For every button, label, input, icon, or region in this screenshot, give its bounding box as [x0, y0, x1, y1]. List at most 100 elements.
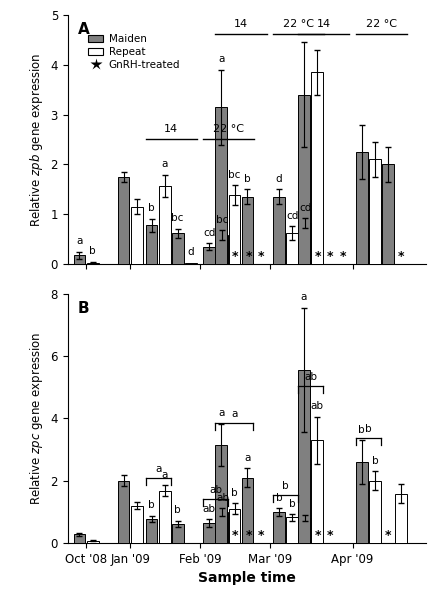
Bar — [369, 481, 381, 543]
Text: ab: ab — [203, 503, 216, 514]
X-axis label: Sample time: Sample time — [198, 571, 296, 585]
Bar — [298, 95, 310, 264]
Bar — [312, 72, 323, 264]
Text: d: d — [187, 247, 194, 257]
Bar — [273, 512, 285, 543]
Text: a: a — [162, 160, 168, 169]
Text: *: * — [315, 529, 322, 542]
Text: *: * — [315, 250, 322, 263]
Text: b: b — [244, 174, 251, 184]
Text: b: b — [365, 424, 372, 434]
Bar — [215, 445, 227, 543]
Bar — [217, 235, 229, 264]
Text: a: a — [76, 236, 83, 246]
Bar — [172, 233, 184, 264]
Text: 22 °C: 22 °C — [283, 19, 314, 29]
Bar — [131, 506, 143, 543]
Bar — [146, 519, 157, 543]
Bar — [242, 197, 253, 264]
Text: a: a — [162, 470, 168, 479]
Bar — [73, 534, 85, 543]
Bar — [286, 517, 298, 543]
Text: a: a — [244, 453, 251, 463]
Text: bc: bc — [216, 215, 229, 225]
Text: *: * — [327, 529, 333, 542]
Bar — [118, 177, 129, 264]
Bar — [146, 225, 157, 264]
Bar — [286, 233, 298, 264]
Text: bc: bc — [229, 170, 241, 180]
Bar — [395, 494, 407, 543]
Bar — [273, 197, 285, 264]
Bar — [356, 462, 368, 543]
Bar — [369, 160, 381, 264]
Text: *: * — [340, 250, 347, 263]
Text: cd: cd — [299, 203, 311, 213]
Text: ab: ab — [209, 485, 222, 495]
Bar — [87, 263, 99, 264]
Text: b: b — [289, 499, 295, 509]
Text: b: b — [372, 456, 378, 466]
Y-axis label: Relative $\it{zpc}$ gene expression: Relative $\it{zpc}$ gene expression — [28, 332, 45, 505]
Bar — [203, 247, 215, 264]
Text: *: * — [232, 529, 239, 542]
Bar — [382, 164, 394, 264]
Text: b: b — [276, 493, 282, 503]
Text: a: a — [218, 408, 225, 418]
Text: a: a — [301, 292, 307, 302]
Text: cd: cd — [203, 227, 215, 238]
Text: *: * — [257, 250, 264, 263]
Text: 22 °C: 22 °C — [213, 124, 244, 134]
Bar — [185, 263, 197, 264]
Bar — [242, 478, 253, 543]
Text: *: * — [257, 529, 264, 542]
Bar — [298, 370, 310, 543]
Bar — [229, 196, 240, 264]
Text: 22 °C: 22 °C — [366, 19, 397, 29]
Bar — [299, 223, 311, 264]
Text: b: b — [282, 481, 289, 491]
Text: bc: bc — [171, 213, 184, 223]
Bar — [312, 440, 323, 543]
Text: *: * — [232, 250, 239, 263]
Text: ab: ab — [216, 493, 229, 503]
Bar — [131, 207, 143, 264]
Text: b: b — [358, 425, 365, 435]
Text: 14: 14 — [234, 19, 248, 29]
Text: b: b — [231, 488, 238, 497]
Text: A: A — [78, 22, 90, 37]
Y-axis label: Relative $\it{zpb}$ gene expression: Relative $\it{zpb}$ gene expression — [28, 52, 45, 227]
Text: *: * — [245, 529, 252, 542]
Bar — [159, 186, 170, 264]
Text: d: d — [276, 174, 282, 184]
Legend: Maiden, Repeat, GnRH-treated: Maiden, Repeat, GnRH-treated — [84, 30, 184, 74]
Text: ab: ab — [304, 372, 317, 382]
Text: a: a — [231, 409, 238, 419]
Text: cd: cd — [286, 211, 298, 221]
Bar — [299, 518, 311, 543]
Text: *: * — [398, 250, 404, 263]
Text: *: * — [327, 250, 333, 263]
Text: B: B — [78, 301, 90, 316]
Bar — [356, 152, 368, 264]
Text: a: a — [155, 464, 161, 474]
Bar — [159, 491, 170, 543]
Bar — [217, 512, 229, 543]
Text: 14: 14 — [317, 19, 331, 29]
Text: a: a — [218, 55, 225, 64]
Bar — [118, 481, 129, 543]
Bar — [172, 524, 184, 543]
Text: *: * — [385, 529, 391, 542]
Bar — [73, 255, 85, 264]
Text: b: b — [148, 500, 155, 510]
Text: *: * — [245, 250, 252, 263]
Bar — [215, 107, 227, 264]
Text: b: b — [90, 247, 96, 256]
Text: b: b — [148, 203, 155, 213]
Bar — [87, 541, 99, 543]
Text: 14: 14 — [164, 124, 178, 134]
Bar — [229, 509, 240, 543]
Bar — [203, 523, 215, 543]
Text: b: b — [174, 505, 181, 515]
Text: ab: ab — [311, 401, 324, 412]
